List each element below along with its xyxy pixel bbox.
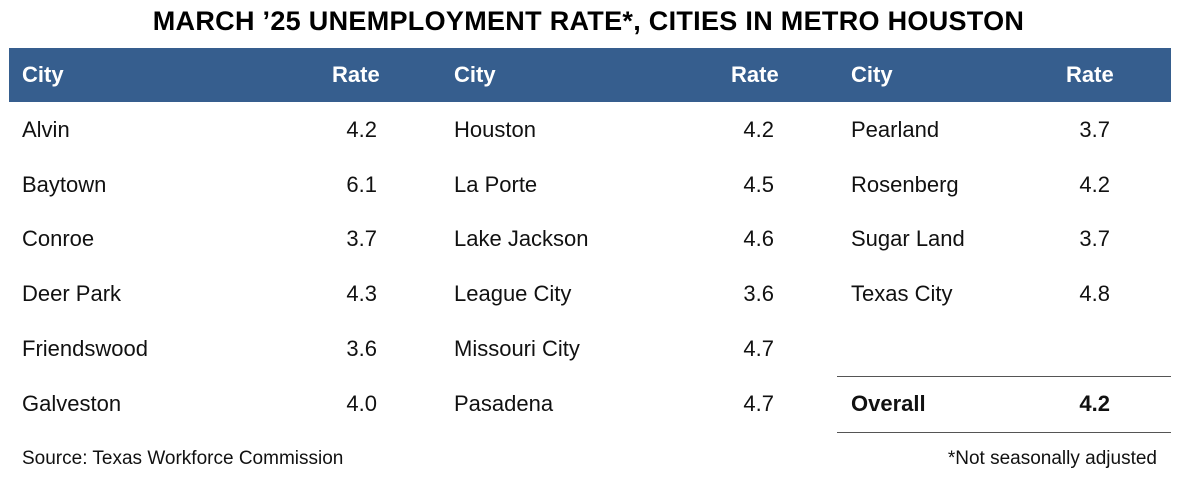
city-rate: 3.6 bbox=[346, 336, 377, 361]
city-name: Missouri City bbox=[454, 336, 580, 361]
city-rate: 4.5 bbox=[743, 172, 774, 197]
source-note: Source: Texas Workforce Commission bbox=[22, 448, 344, 469]
city-name: Pearland bbox=[851, 117, 940, 142]
city-name: Lake Jackson bbox=[454, 226, 589, 251]
city-rate: 3.6 bbox=[743, 281, 774, 306]
city-rate: 6.1 bbox=[346, 172, 377, 197]
overall-rate: 4.2 bbox=[1079, 391, 1110, 416]
city-rate: 4.2 bbox=[1079, 172, 1110, 197]
city-name: Baytown bbox=[22, 172, 107, 197]
city-name: Galveston bbox=[22, 391, 122, 416]
city-rate: 4.2 bbox=[743, 117, 774, 142]
page-title: MARCH ’25 UNEMPLOYMENT RATE*, CITIES IN … bbox=[152, 6, 1025, 36]
city-rate: 4.2 bbox=[346, 117, 377, 142]
city-rate: 4.8 bbox=[1079, 281, 1110, 306]
city-name: Conroe bbox=[22, 226, 95, 251]
overall-label: Overall bbox=[851, 391, 926, 416]
city-rate: 4.6 bbox=[743, 226, 774, 251]
header-city-col3: City bbox=[851, 62, 893, 87]
city-name: Alvin bbox=[22, 117, 70, 142]
city-rate: 4.3 bbox=[346, 281, 377, 306]
overall-bottom-rule bbox=[837, 432, 1171, 433]
city-rate: 4.7 bbox=[743, 391, 774, 416]
city-name: Texas City bbox=[851, 281, 953, 306]
city-rate: 3.7 bbox=[346, 226, 377, 251]
adjustment-note: *Not seasonally adjusted bbox=[947, 448, 1157, 469]
header-city-col1: City bbox=[22, 62, 64, 87]
city-name: Deer Park bbox=[22, 281, 122, 306]
city-name: Sugar Land bbox=[851, 226, 965, 251]
city-name: Rosenberg bbox=[851, 172, 959, 197]
city-name: League City bbox=[454, 281, 572, 306]
overall-top-rule bbox=[837, 376, 1171, 377]
header-rate-col1: Rate bbox=[332, 62, 380, 87]
city-name: La Porte bbox=[454, 172, 538, 197]
table-header-bar bbox=[9, 48, 1171, 102]
city-rate: 4.0 bbox=[346, 391, 377, 416]
header-rate-col2: Rate bbox=[731, 62, 779, 87]
header-rate-col3: Rate bbox=[1066, 62, 1114, 87]
city-rate: 4.7 bbox=[743, 336, 774, 361]
city-name: Houston bbox=[454, 117, 536, 142]
city-rate: 3.7 bbox=[1079, 117, 1110, 142]
city-name: Friendswood bbox=[22, 336, 148, 361]
header-city-col2: City bbox=[454, 62, 496, 87]
city-rate: 3.7 bbox=[1079, 226, 1110, 251]
city-name: Pasadena bbox=[454, 391, 554, 416]
